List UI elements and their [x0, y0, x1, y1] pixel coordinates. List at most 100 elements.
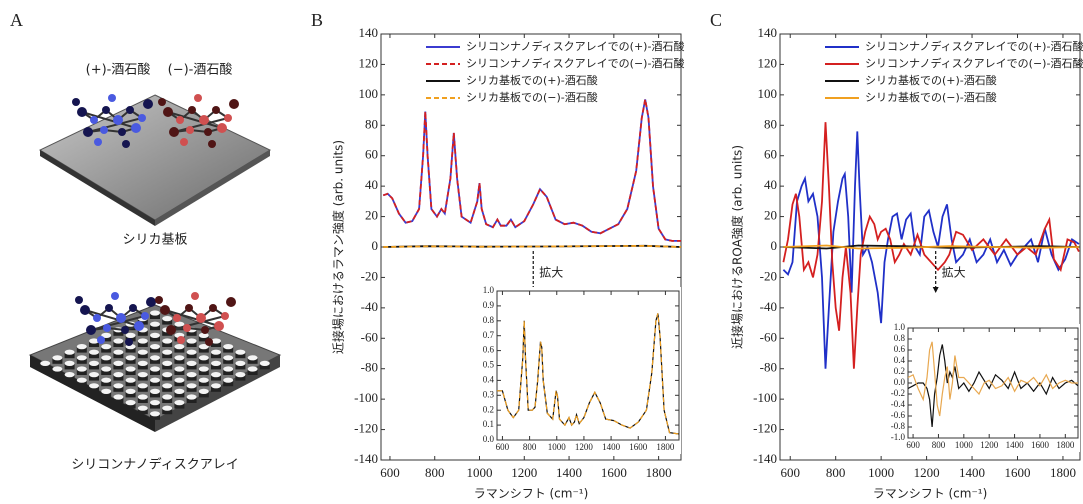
disk: [235, 349, 246, 355]
x-tick-label: 800: [523, 442, 537, 452]
atom: [166, 325, 176, 335]
disk-side: [113, 374, 124, 381]
atom: [176, 116, 184, 124]
disk: [174, 344, 185, 350]
disk: [198, 366, 209, 372]
disk: [162, 383, 173, 389]
disk-side: [162, 318, 173, 325]
disk-side: [64, 352, 75, 359]
charts: -140 -120 -100 -80 -60 -40 -20 0 20 40 60 80 100 120 1…: [311, 10, 1083, 500]
disk: [125, 400, 136, 406]
bond: [173, 117, 229, 133]
disk-side: [186, 374, 197, 381]
y-tick-label: 1.0: [894, 322, 906, 332]
disk-side: [150, 335, 160, 342]
disk-side: [101, 357, 112, 364]
atom: [90, 116, 98, 124]
atom: [224, 114, 232, 122]
disk: [198, 355, 209, 361]
y-tick-label: 40: [764, 177, 777, 192]
atom: [131, 123, 141, 133]
legend-label: シリカ基板での(+)-酒石酸: [865, 73, 997, 87]
disk-side: [64, 363, 75, 370]
disk: [198, 332, 209, 338]
y-tick-label: 120: [359, 55, 379, 70]
disk-side: [198, 380, 209, 387]
disk: [174, 377, 185, 383]
disk-side: [174, 391, 185, 398]
disk-side: [101, 391, 112, 398]
disk: [137, 360, 148, 366]
disk: [137, 405, 148, 411]
disk: [76, 377, 87, 383]
y-tick-label: 0.5: [483, 360, 495, 370]
disk: [186, 394, 197, 400]
atom: [129, 304, 137, 312]
x-tick-label: 1000: [955, 440, 974, 450]
disk: [174, 355, 185, 361]
disk: [137, 383, 148, 389]
atom: [94, 138, 102, 146]
atom: [122, 140, 130, 148]
x-tick-label: 1800: [646, 465, 672, 480]
disk-side: [174, 357, 185, 364]
disk: [259, 360, 270, 366]
molecule-label: (+)-酒石酸: [86, 63, 151, 78]
disk: [223, 355, 234, 361]
y-tick-label: 0.7: [483, 330, 495, 340]
disk-side: [174, 346, 185, 353]
x-tick-label: 1600: [629, 442, 648, 452]
atom: [217, 123, 227, 133]
atom: [226, 297, 236, 307]
y-tick-label: 100: [758, 86, 778, 101]
disk: [150, 366, 160, 372]
atom: [221, 312, 229, 320]
disk: [125, 366, 136, 372]
disk: [101, 355, 112, 361]
disk-side: [125, 391, 136, 398]
atom: [134, 321, 144, 331]
y-tick-label: -60: [361, 329, 378, 344]
legend-label: シリカ基板での(+)-酒石酸: [466, 73, 598, 87]
disk: [162, 405, 173, 411]
atom: [177, 336, 185, 344]
disk: [150, 377, 160, 383]
y-tick-label: 0.2: [483, 404, 494, 414]
atom: [194, 94, 202, 102]
disk-side: [223, 380, 234, 387]
disk: [211, 349, 221, 355]
disk-side: [113, 363, 124, 370]
disk-side: [186, 352, 197, 359]
disk-side: [113, 397, 124, 403]
x-tick-label: 1400: [556, 465, 582, 480]
disk-side: [235, 374, 246, 381]
atom: [126, 106, 134, 114]
atom: [125, 338, 133, 346]
disk: [174, 321, 185, 327]
disk: [137, 338, 148, 344]
atom: [160, 305, 170, 315]
x-tick-label: 1200: [575, 442, 594, 452]
disk: [125, 377, 136, 383]
disk-side: [76, 357, 87, 364]
disk-side: [235, 363, 246, 370]
series-line: [782, 131, 1080, 369]
x-tick-label: 600: [780, 465, 800, 480]
disk: [137, 349, 148, 355]
y-tick-label: -0.8: [891, 421, 906, 431]
atom: [163, 107, 173, 117]
disk: [64, 372, 75, 378]
x-tick-label: 1000: [868, 465, 894, 480]
atom: [199, 115, 209, 125]
y-tick-label: -0.4: [891, 399, 906, 409]
series-line: [783, 244, 1079, 250]
x-axis-label: ラマンシフト (cm⁻¹): [873, 487, 988, 501]
disk-side: [198, 335, 209, 342]
y-tick-label: -0.6: [891, 410, 906, 420]
legend-label: シリカ基板での(−)-酒石酸: [466, 90, 598, 104]
disk-side: [137, 363, 148, 370]
x-tick-label: 1200: [914, 465, 940, 480]
y-tick-label: -40: [760, 299, 777, 314]
disk: [198, 344, 209, 350]
disk: [223, 366, 234, 372]
